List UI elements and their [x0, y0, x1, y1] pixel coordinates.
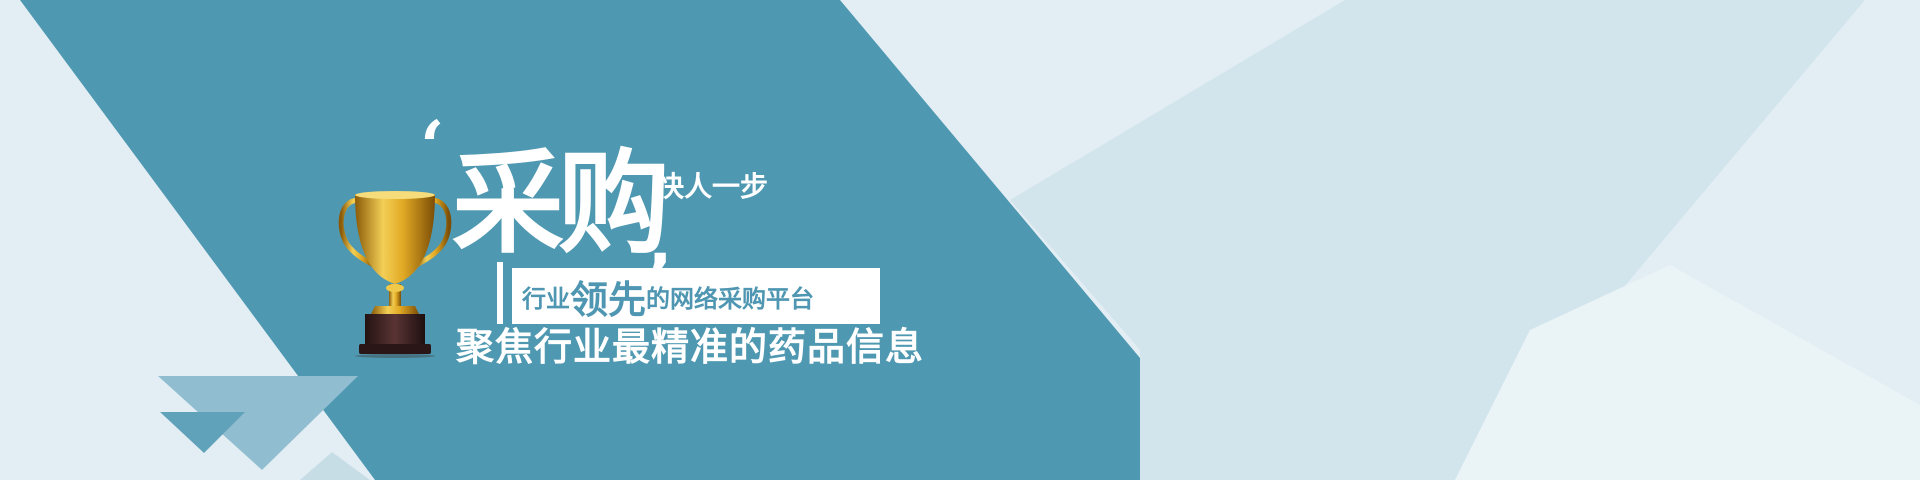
background-panel-light — [1455, 265, 1920, 480]
hero-comma: , — [648, 207, 673, 281]
decorative-triangle-bottom — [300, 452, 370, 480]
tagline-suffix: 的网络采购平台 — [646, 284, 815, 313]
background-panel-right — [1010, 0, 1865, 480]
vertical-divider — [497, 262, 503, 324]
decorative-triangle-large — [158, 376, 358, 470]
trophy-icon — [338, 191, 452, 358]
tagline-box: 行业 领先 的网络采购平台 — [512, 268, 880, 324]
tagline-prefix: 行业 — [522, 284, 570, 313]
hero-title: 采购 — [452, 139, 670, 269]
hero-slogan: 快人一步 — [656, 170, 769, 203]
subtitle: 聚焦行业最精准的药品信息 — [456, 325, 925, 369]
tagline-highlight: 领先 — [570, 277, 647, 322]
decorative-triangle-small — [160, 412, 245, 453]
hero-quote-mark: ‘ — [420, 105, 445, 188]
teal-main-panel — [20, 0, 1140, 480]
